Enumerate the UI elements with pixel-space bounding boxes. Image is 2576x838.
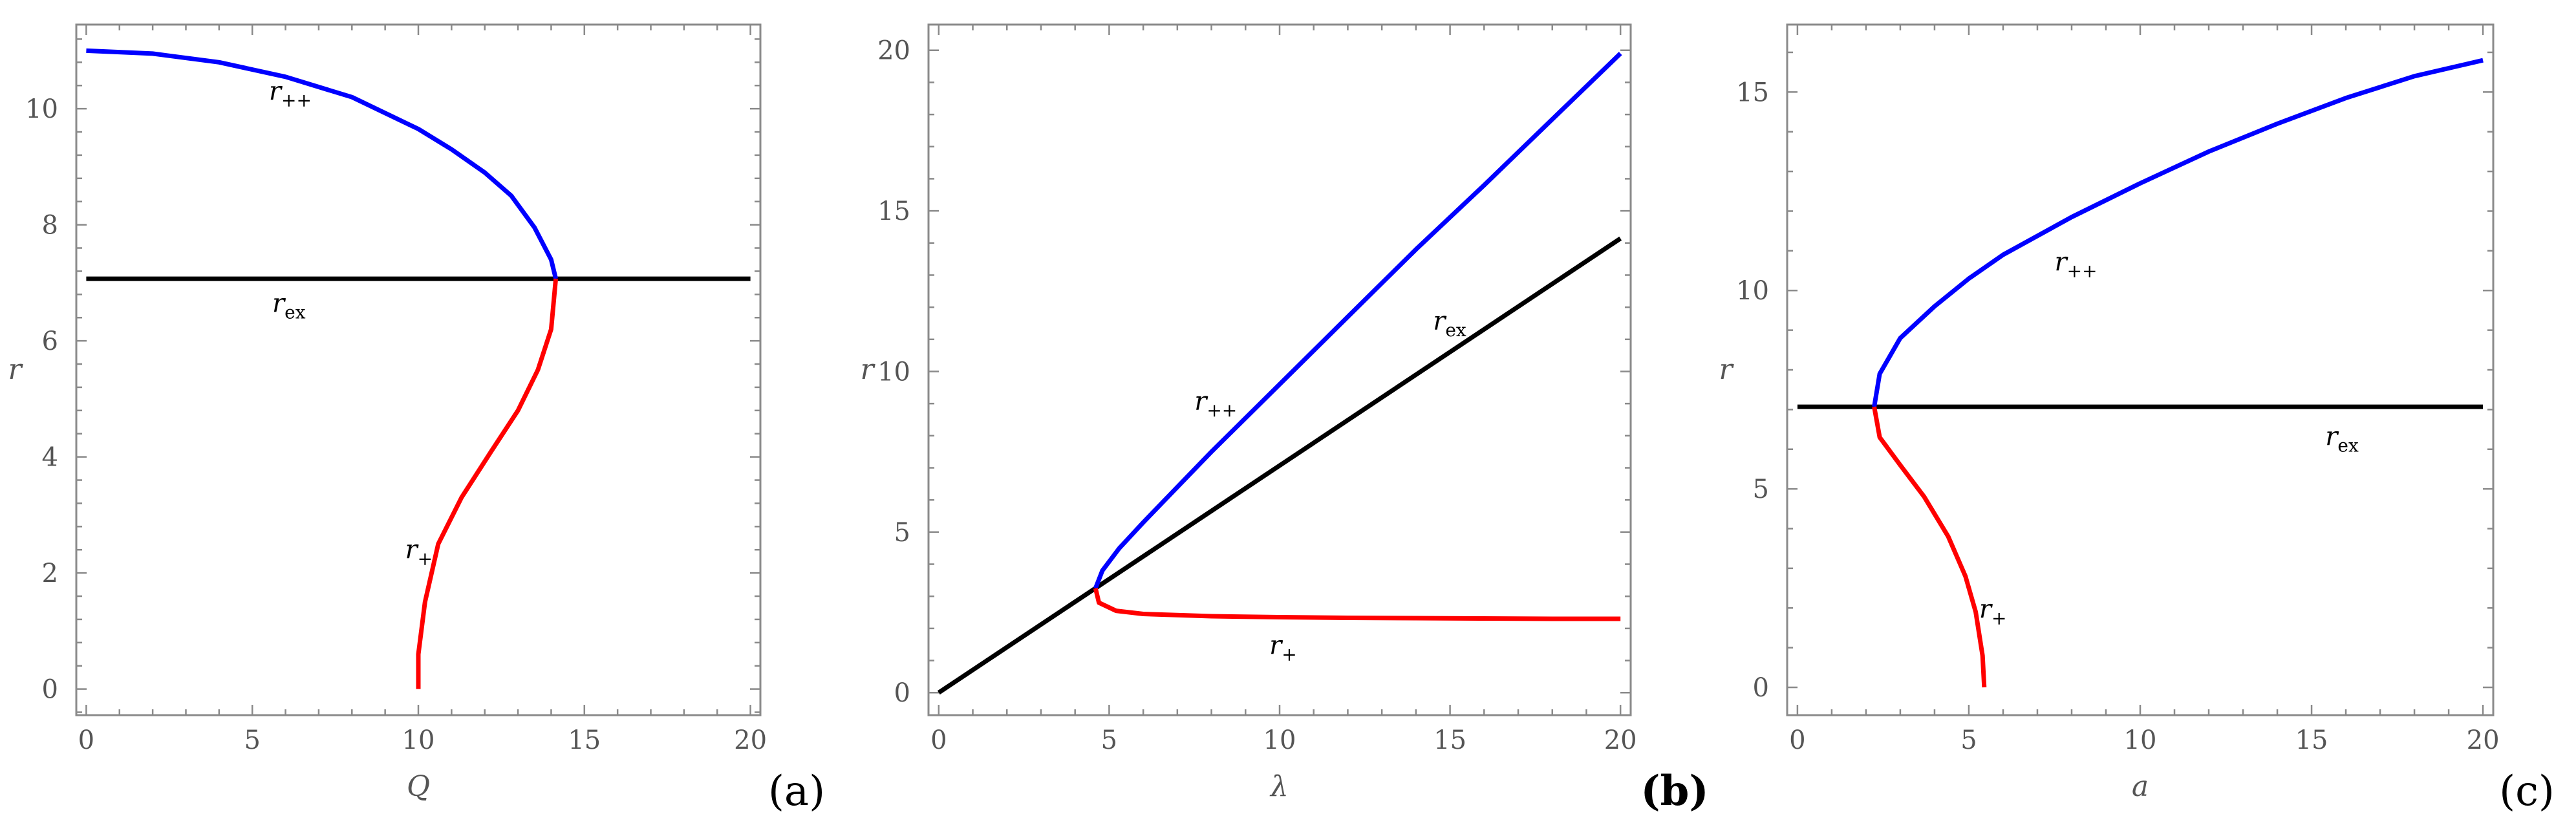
x-axis-label: λ	[1269, 770, 1289, 803]
y-tick-label: 10	[877, 357, 910, 387]
y-tick-label: 10	[1736, 276, 1769, 306]
x-tick-label: 20	[1604, 725, 1637, 755]
y-tick-label: 0	[894, 678, 910, 708]
y-axis-label: r	[860, 353, 875, 386]
panel-label: (b)	[1640, 767, 1708, 815]
y-tick-label: 10	[25, 94, 58, 124]
panel-b: 0 5 10 15 20 0 5 10 15 20 λ r r++ rex r+ (b)	[860, 23, 1709, 815]
x-tick-label: 5	[244, 725, 260, 755]
y-tick-label: 20	[877, 36, 910, 66]
x-tick-label: 0	[1789, 725, 1805, 755]
series-line-r-plus	[416, 278, 559, 689]
panel-c: 0 5 10 15 20 0 5 10 15 a r r++ rex r+ (c)	[1719, 23, 2555, 815]
series-annotation-plus-plus: r++	[2054, 248, 2097, 282]
x-tick-label: 15	[1433, 725, 1466, 755]
series-line-r-plus-plus	[1093, 52, 1622, 590]
x-tick-label: 10	[402, 725, 435, 755]
y-tick-label: 0	[42, 675, 58, 705]
y-tick-label: 8	[42, 211, 58, 241]
series-line-r-ex	[937, 236, 1622, 695]
y-tick-label: 5	[1753, 475, 1769, 504]
y-tick-label: 15	[877, 197, 910, 226]
y-axis-label: r	[1719, 353, 1734, 386]
x-axis-label: Q	[407, 770, 430, 803]
x-tick-label: 10	[2124, 725, 2157, 755]
panel-label: (c)	[2499, 768, 2555, 815]
x-tick-label: 0	[930, 725, 947, 755]
y-tick-label: 2	[42, 559, 58, 588]
x-tick-label: 0	[78, 725, 94, 755]
panel-a: 0 5 10 15 20 0 2 4 6 8 10 Qr r++ rex r+ (a)	[8, 23, 825, 815]
x-tick-label: 5	[1101, 725, 1117, 755]
y-tick-label: 0	[1753, 673, 1769, 703]
x-axis-label: a	[2132, 770, 2149, 803]
plot-frame	[927, 23, 1632, 716]
series-annotation-plus: r+	[1269, 631, 1297, 665]
series-annotation-plus-plus: r++	[1194, 387, 1237, 421]
x-tick-label: 5	[1960, 725, 1977, 755]
series-annotation-ex: rex	[2325, 422, 2359, 457]
y-axis-label: r	[8, 353, 23, 386]
series-annotation-plus-plus: r++	[269, 77, 312, 111]
panel-label: (a)	[768, 768, 825, 815]
y-tick-label: 15	[1736, 78, 1769, 107]
y-tick-label: 5	[894, 518, 910, 548]
series-line-r-plus	[1872, 406, 1987, 688]
series-annotation-plus: r+	[405, 535, 433, 570]
x-tick-label: 10	[1263, 725, 1296, 755]
x-tick-label: 20	[734, 725, 767, 755]
x-tick-label: 15	[568, 725, 601, 755]
series-annotation-plus: r+	[1979, 595, 2007, 629]
series-annotation-ex: rex	[272, 288, 306, 323]
x-tick-label: 20	[2467, 725, 2500, 755]
series-line-r-plus-plus	[1872, 58, 2484, 407]
series-line-r-plus	[1093, 587, 1621, 621]
y-tick-label: 4	[42, 443, 58, 473]
plot-frame	[1786, 23, 2495, 716]
series-line-r-plus-plus	[86, 48, 559, 279]
y-tick-label: 6	[42, 327, 58, 356]
series-annotation-ex: rex	[1433, 306, 1466, 341]
x-tick-label: 15	[2295, 725, 2328, 755]
